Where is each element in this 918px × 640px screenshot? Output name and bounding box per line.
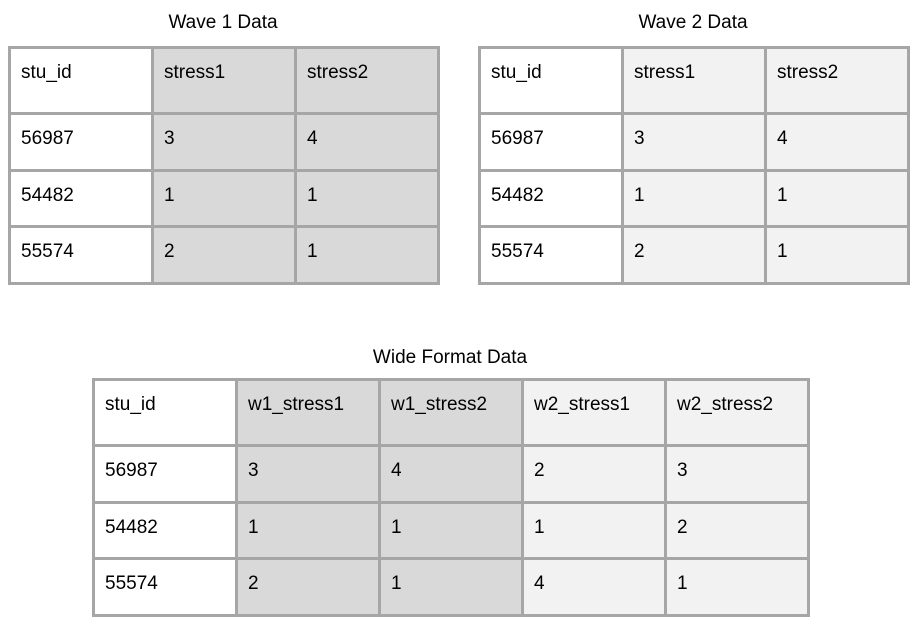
table-cell: 2 bbox=[664, 501, 810, 560]
table-cell: 1 bbox=[378, 501, 524, 560]
header-cell: stress2 bbox=[294, 46, 440, 115]
table-row: 56987 3 4 bbox=[478, 112, 910, 172]
table-cell: 2 bbox=[521, 444, 667, 504]
wave2-table: stu_id stress1 stress2 56987 3 4 54482 1… bbox=[478, 46, 910, 285]
table-cell: 1 bbox=[378, 557, 524, 617]
wave2-title: Wave 2 Data bbox=[638, 12, 748, 33]
table-row: 56987 3 4 2 3 bbox=[92, 444, 810, 504]
table-header-row: stu_id stress1 stress2 bbox=[8, 46, 440, 115]
table-cell: 56987 bbox=[478, 112, 624, 172]
header-cell: stress1 bbox=[151, 46, 297, 115]
header-cell: stress1 bbox=[621, 46, 767, 115]
table-row: 55574 2 1 4 1 bbox=[92, 557, 810, 617]
table-cell: 55574 bbox=[8, 225, 154, 285]
table-cell: 3 bbox=[151, 112, 297, 172]
table-cell: 1 bbox=[294, 169, 440, 228]
table-cell: 54482 bbox=[478, 169, 624, 228]
table-cell: 56987 bbox=[8, 112, 154, 172]
wave1-title: Wave 1 Data bbox=[168, 12, 278, 33]
header-cell: w2_stress2 bbox=[664, 378, 810, 447]
header-cell: stu_id bbox=[478, 46, 624, 115]
header-cell: w2_stress1 bbox=[521, 378, 667, 447]
wide-table: stu_id w1_stress1 w1_stress2 w2_stress1 … bbox=[92, 378, 810, 617]
table-row: 54482 1 1 1 2 bbox=[92, 501, 810, 560]
wave1-table: stu_id stress1 stress2 56987 3 4 54482 1… bbox=[8, 46, 440, 285]
table-cell: 2 bbox=[151, 225, 297, 285]
table-cell: 4 bbox=[764, 112, 910, 172]
table-cell: 1 bbox=[235, 501, 381, 560]
table-cell: 2 bbox=[235, 557, 381, 617]
table-row: 55574 2 1 bbox=[478, 225, 910, 285]
table-cell: 54482 bbox=[8, 169, 154, 228]
table-cell: 1 bbox=[151, 169, 297, 228]
header-cell: stress2 bbox=[764, 46, 910, 115]
table-cell: 1 bbox=[764, 169, 910, 228]
table-header-row: stu_id stress1 stress2 bbox=[478, 46, 910, 115]
table-cell: 1 bbox=[764, 225, 910, 285]
table-row: 55574 2 1 bbox=[8, 225, 440, 285]
table-cell: 2 bbox=[621, 225, 767, 285]
table-cell: 56987 bbox=[92, 444, 238, 504]
table-cell: 4 bbox=[521, 557, 667, 617]
table-header-row: stu_id w1_stress1 w1_stress2 w2_stress1 … bbox=[92, 378, 810, 447]
table-row: 56987 3 4 bbox=[8, 112, 440, 172]
table-cell: 3 bbox=[235, 444, 381, 504]
header-cell: w1_stress2 bbox=[378, 378, 524, 447]
table-cell: 1 bbox=[621, 169, 767, 228]
table-cell: 3 bbox=[664, 444, 810, 504]
header-cell: stu_id bbox=[92, 378, 238, 447]
wide-title: Wide Format Data bbox=[372, 347, 528, 368]
header-cell: stu_id bbox=[8, 46, 154, 115]
table-cell: 3 bbox=[621, 112, 767, 172]
header-cell: w1_stress1 bbox=[235, 378, 381, 447]
table-cell: 1 bbox=[521, 501, 667, 560]
table-row: 54482 1 1 bbox=[478, 169, 910, 228]
table-cell: 4 bbox=[294, 112, 440, 172]
table-cell: 54482 bbox=[92, 501, 238, 560]
table-cell: 55574 bbox=[92, 557, 238, 617]
table-cell: 1 bbox=[664, 557, 810, 617]
table-cell: 4 bbox=[378, 444, 524, 504]
table-cell: 55574 bbox=[478, 225, 624, 285]
table-row: 54482 1 1 bbox=[8, 169, 440, 228]
table-cell: 1 bbox=[294, 225, 440, 285]
